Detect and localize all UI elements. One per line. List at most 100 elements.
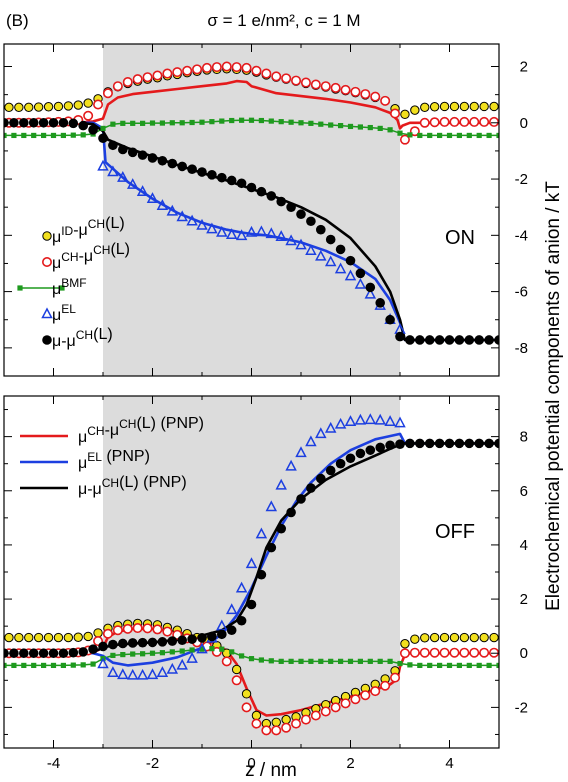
data-point [149, 120, 156, 126]
data-point [176, 658, 188, 670]
data-point [340, 698, 351, 709]
data-point [454, 438, 465, 449]
data-point [221, 61, 232, 72]
data-point [162, 626, 173, 637]
data-point [367, 124, 373, 131]
data-point [429, 647, 440, 658]
data-point [231, 675, 242, 686]
data-point [251, 65, 262, 76]
x-tick-label: -4 [47, 755, 60, 772]
data-point [444, 438, 455, 449]
data-point [226, 175, 237, 186]
data-point [130, 120, 136, 126]
data-point [245, 557, 258, 569]
data-point [466, 132, 472, 139]
data-point [266, 542, 277, 553]
data-point [132, 623, 143, 634]
legend-label: μEL [52, 302, 76, 324]
data-point [374, 413, 386, 425]
data-point [434, 438, 445, 449]
series-markers-muel [97, 413, 406, 680]
data-point [276, 523, 287, 534]
data-point [347, 658, 354, 664]
legend-item: μCH-μCH(L) (PNP) [20, 415, 204, 446]
legend-swatch [17, 285, 23, 291]
series-markers-much-much-l [4, 61, 499, 145]
data-point [285, 459, 297, 471]
series-line [4, 432, 499, 667]
data-point [132, 74, 143, 85]
data-point [315, 249, 327, 261]
data-point [350, 694, 361, 705]
series-markers-mu-much-l [4, 438, 499, 659]
data-point [459, 647, 470, 658]
data-point [476, 662, 482, 669]
data-point [466, 662, 472, 669]
legend-label: μCH-μCH(L) (PNP) [78, 415, 204, 446]
legend-swatch [41, 256, 52, 267]
data-point [360, 89, 371, 100]
data-point [120, 120, 126, 126]
data-point [417, 662, 423, 669]
data-point [239, 117, 245, 123]
y-tick-label: 0 [520, 645, 528, 662]
y-ticks: -2 0 2 4 6 8 [4, 409, 528, 735]
data-point [156, 199, 169, 211]
data-point [271, 725, 282, 736]
data-point [31, 132, 37, 139]
data-point [117, 668, 129, 680]
data-point [140, 651, 146, 657]
data-point [365, 282, 376, 293]
data-point [271, 71, 282, 82]
data-point [137, 150, 148, 160]
data-point [387, 658, 393, 664]
data-point [415, 335, 425, 345]
data-point [320, 706, 331, 717]
data-point [4, 632, 14, 643]
data-point [496, 662, 499, 669]
data-point [147, 637, 158, 648]
data-point [189, 647, 195, 653]
legend-swatch [42, 335, 52, 345]
data-point [494, 335, 499, 345]
x-ticks [3, 44, 500, 376]
data-point [186, 214, 198, 226]
data-point [328, 122, 334, 128]
y-tick-label: -4 [515, 227, 528, 244]
data-point [70, 662, 76, 668]
data-point [38, 648, 49, 659]
data-point [449, 632, 460, 643]
data-point [169, 649, 175, 655]
data-point [456, 132, 462, 139]
data-point [296, 494, 306, 504]
legend-item: μEL (PNP) [20, 448, 150, 472]
data-point [58, 648, 69, 659]
data-point [281, 714, 291, 725]
data-point [494, 438, 499, 449]
legend-label: μ-μCH(L) [52, 326, 113, 350]
data-point [33, 632, 44, 643]
data-point [276, 196, 287, 207]
data-point [489, 647, 499, 658]
data-point [439, 116, 450, 127]
data-point [248, 117, 255, 123]
data-point [444, 335, 455, 345]
data-point [166, 204, 179, 216]
data-point [324, 421, 337, 433]
data-point [405, 335, 415, 345]
data-point [241, 689, 252, 699]
data-point [146, 668, 159, 680]
legend-label: μEL (PNP) [78, 448, 150, 472]
data-point [221, 656, 232, 667]
data-point [152, 624, 163, 635]
data-point [11, 662, 17, 669]
legend-swatch [59, 285, 65, 291]
data-point [127, 147, 138, 158]
data-point [28, 648, 39, 659]
data-point [98, 641, 108, 652]
data-point [469, 632, 479, 643]
data-point [169, 120, 175, 126]
data-point [459, 632, 470, 643]
data-point [370, 686, 381, 697]
legend-item: μID-μCH(L) [42, 215, 125, 246]
